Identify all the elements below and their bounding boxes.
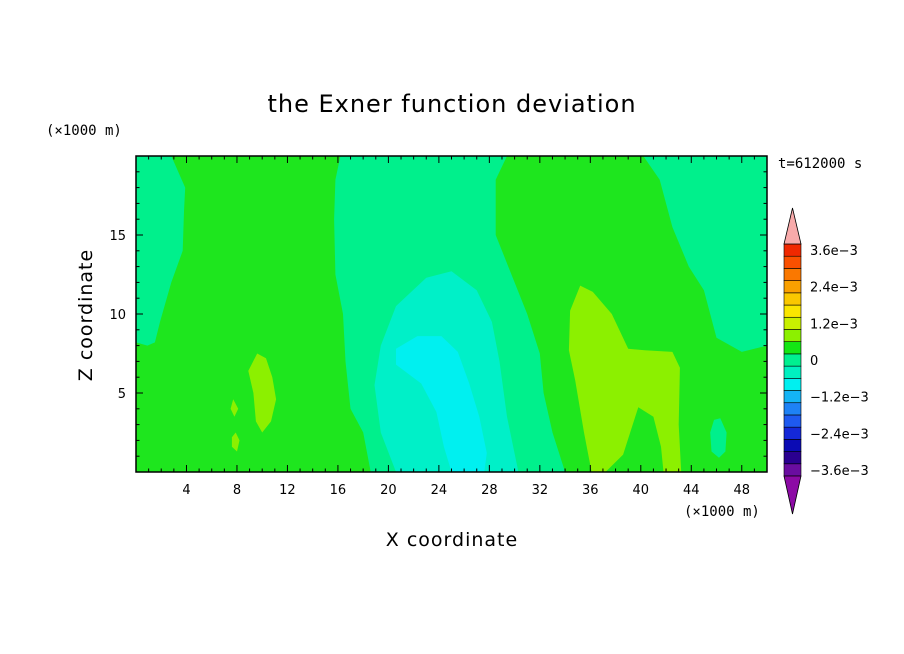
x-tick-label: 32 — [532, 483, 549, 498]
colorbar-level — [783, 426, 802, 440]
chart-title: the Exner function deviation — [267, 90, 636, 118]
x-tick-label: 48 — [733, 483, 750, 498]
colorbar-level — [783, 341, 802, 355]
colorbar-level — [783, 243, 802, 257]
colorbar-label: 2.4e−3 — [810, 281, 858, 296]
colorbar-over-arrow — [783, 207, 802, 245]
colorbar-level — [783, 255, 802, 269]
contour-region-lime-left-dot — [231, 432, 240, 452]
colorbar-label: 0 — [810, 354, 818, 369]
x-tick-label: 16 — [330, 483, 347, 498]
colorbar-level — [783, 451, 802, 465]
x-tick-label: 44 — [683, 483, 700, 498]
x-tick-label: 24 — [431, 483, 448, 498]
colorbar-label: −1.2e−3 — [810, 391, 869, 406]
y-tick-label: 10 — [109, 308, 126, 323]
colorbar-level — [783, 402, 802, 416]
y-tick-label: 15 — [109, 229, 126, 244]
colorbar-level — [783, 329, 802, 342]
x-tick-label: 28 — [481, 483, 498, 498]
colorbar-level — [783, 292, 802, 306]
colorbar-level — [783, 316, 802, 330]
contour-region-teal-left-top — [136, 156, 186, 346]
colorbar-label: 3.6e−3 — [810, 244, 858, 259]
colorbar-level — [783, 280, 802, 294]
x-tick-label: 20 — [380, 483, 397, 498]
x-axis: 4 8 12 16 20 24 28 32 36 40 44 48 — [148, 156, 755, 498]
colorbar-level — [783, 390, 802, 404]
colorbar-level — [783, 304, 802, 318]
y-axis-label: Z coordinate — [75, 249, 97, 381]
colorbar-level — [783, 463, 802, 477]
contour-region-lime-right — [568, 285, 682, 472]
colorbar-level — [783, 414, 802, 428]
x-tick-label: 36 — [582, 483, 599, 498]
contour-region-teal-small-ellipse — [710, 418, 727, 458]
colorbar-level — [783, 365, 802, 379]
contour-region-lime-left-blob — [248, 353, 277, 433]
colorbar-under-arrow — [783, 475, 802, 515]
colorbar-level — [783, 353, 802, 367]
y-tick-label: 5 — [118, 387, 126, 402]
x-tick-label: 12 — [279, 483, 296, 498]
x-unit-label: (×1000 m) — [684, 504, 760, 520]
colorbar: 3.6e−3 2.4e−3 1.2e−3 0 −1.2e−3 −2.4e−3 −3.6e−3 — [783, 207, 869, 515]
contour-region-teal-right-top — [643, 156, 767, 352]
y-axis: 5 10 15 — [109, 171, 767, 457]
time-label: t=612000 s — [778, 156, 862, 172]
y-unit-label: (×1000 m) — [46, 123, 122, 139]
x-tick-label: 40 — [633, 483, 650, 498]
x-tick-label: 8 — [233, 483, 241, 498]
colorbar-label: −2.4e−3 — [810, 427, 869, 442]
colorbar-label: −3.6e−3 — [810, 464, 869, 479]
colorbar-level — [783, 378, 802, 391]
colorbar-level — [783, 268, 802, 281]
x-tick-label: 4 — [182, 483, 190, 498]
colorbar-level — [783, 439, 802, 452]
x-axis-label: X coordinate — [386, 529, 518, 551]
contour-region-cyan-core — [396, 336, 487, 472]
plot-area — [136, 156, 767, 472]
colorbar-label: 1.2e−3 — [810, 317, 858, 332]
contour-region-lime-left-dot2 — [230, 399, 239, 417]
